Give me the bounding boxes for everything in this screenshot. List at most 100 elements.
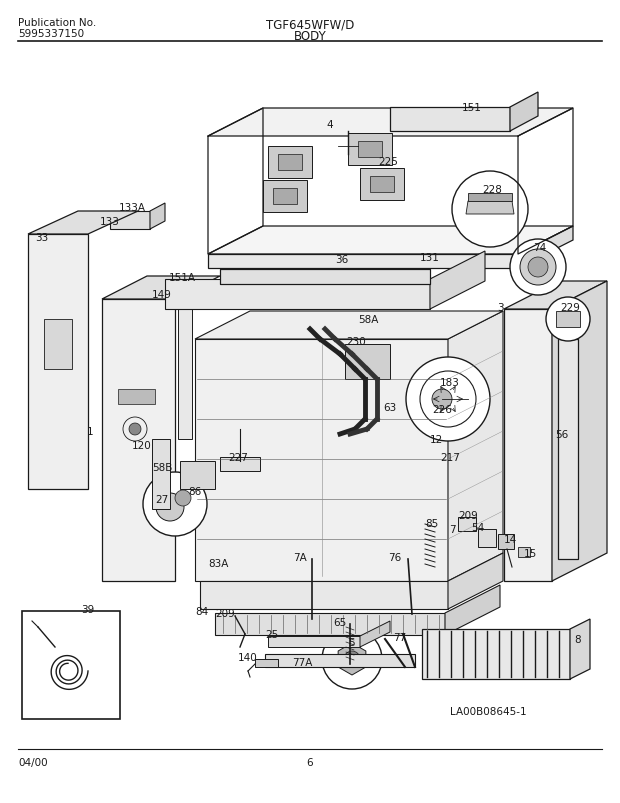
Text: 56: 56	[556, 430, 569, 439]
Polygon shape	[273, 189, 297, 205]
Polygon shape	[263, 181, 307, 213]
Text: 228: 228	[482, 185, 502, 195]
Circle shape	[344, 651, 360, 667]
Text: 76: 76	[388, 552, 402, 562]
Polygon shape	[552, 282, 607, 581]
Polygon shape	[28, 234, 88, 489]
Polygon shape	[370, 177, 394, 193]
Text: LA00B08645-1: LA00B08645-1	[450, 706, 526, 716]
Circle shape	[528, 258, 548, 278]
Text: 3: 3	[497, 303, 503, 312]
Polygon shape	[558, 340, 578, 560]
Circle shape	[322, 630, 382, 689]
Text: 140: 140	[238, 652, 258, 662]
Polygon shape	[360, 622, 390, 647]
Text: 183: 183	[440, 377, 460, 388]
Polygon shape	[430, 251, 485, 310]
Text: 151: 151	[462, 103, 482, 113]
Text: 217: 217	[440, 452, 460, 463]
Polygon shape	[152, 439, 170, 509]
Polygon shape	[338, 643, 366, 675]
Circle shape	[143, 472, 207, 536]
Text: 209: 209	[215, 608, 235, 618]
Polygon shape	[510, 93, 538, 132]
Text: 8: 8	[575, 634, 582, 644]
Text: 226: 226	[432, 405, 452, 414]
Text: 14: 14	[503, 534, 516, 544]
Text: 230: 230	[346, 336, 366, 347]
Polygon shape	[165, 279, 430, 310]
Polygon shape	[180, 462, 215, 489]
Polygon shape	[208, 226, 573, 255]
Text: 58A: 58A	[358, 315, 378, 324]
Circle shape	[520, 250, 556, 286]
Polygon shape	[220, 458, 260, 471]
Polygon shape	[195, 340, 448, 581]
Polygon shape	[468, 194, 512, 202]
Polygon shape	[200, 581, 448, 609]
Polygon shape	[345, 344, 390, 380]
Polygon shape	[498, 534, 514, 549]
Text: 39: 39	[81, 604, 95, 614]
Circle shape	[406, 357, 490, 442]
Text: 6: 6	[307, 757, 313, 767]
Text: 74: 74	[533, 243, 547, 253]
Text: 83A: 83A	[208, 558, 228, 569]
Text: 65: 65	[334, 618, 347, 627]
Text: 227: 227	[228, 452, 248, 463]
Text: 58B: 58B	[152, 463, 172, 472]
Text: 1: 1	[87, 426, 94, 437]
Polygon shape	[504, 310, 552, 581]
Text: TGF645WFW/D: TGF645WFW/D	[266, 18, 354, 31]
Circle shape	[129, 423, 141, 435]
Text: 225: 225	[378, 157, 398, 167]
Text: 77: 77	[393, 632, 407, 642]
Polygon shape	[445, 585, 500, 635]
Polygon shape	[268, 147, 312, 179]
Polygon shape	[448, 553, 503, 609]
Text: 63: 63	[383, 402, 397, 413]
Text: 149: 149	[152, 290, 172, 300]
Text: 36: 36	[335, 255, 348, 265]
Polygon shape	[360, 169, 404, 201]
Polygon shape	[102, 300, 175, 581]
Text: 12: 12	[430, 434, 443, 444]
Text: 7A: 7A	[293, 552, 307, 562]
Polygon shape	[504, 282, 607, 310]
Polygon shape	[22, 611, 120, 719]
Text: 4: 4	[327, 120, 334, 130]
Text: 5: 5	[348, 638, 355, 647]
Text: 7: 7	[449, 524, 455, 534]
Text: 133: 133	[100, 217, 120, 226]
Polygon shape	[448, 312, 503, 581]
Polygon shape	[110, 212, 150, 230]
Circle shape	[452, 172, 528, 247]
Polygon shape	[178, 300, 192, 439]
Text: 120: 120	[132, 441, 152, 450]
Polygon shape	[268, 636, 360, 647]
Polygon shape	[478, 529, 496, 548]
Text: 15: 15	[523, 548, 537, 558]
Text: 86: 86	[188, 487, 202, 496]
Text: 133A: 133A	[118, 202, 146, 213]
Polygon shape	[255, 659, 278, 667]
Polygon shape	[28, 212, 138, 234]
Circle shape	[175, 491, 191, 507]
Polygon shape	[118, 389, 155, 405]
Circle shape	[546, 298, 590, 341]
Text: 85: 85	[425, 519, 438, 528]
Text: BODY: BODY	[294, 30, 326, 43]
Polygon shape	[278, 155, 302, 171]
Polygon shape	[102, 277, 220, 300]
Polygon shape	[265, 654, 415, 667]
Text: 77A: 77A	[292, 657, 312, 667]
Text: 151A: 151A	[169, 273, 195, 283]
Circle shape	[510, 240, 566, 296]
Polygon shape	[348, 134, 392, 165]
Polygon shape	[195, 312, 503, 340]
Polygon shape	[215, 613, 445, 635]
Polygon shape	[150, 204, 165, 230]
Text: 209: 209	[458, 511, 478, 520]
Text: 04/00: 04/00	[18, 757, 48, 767]
Polygon shape	[556, 312, 580, 328]
